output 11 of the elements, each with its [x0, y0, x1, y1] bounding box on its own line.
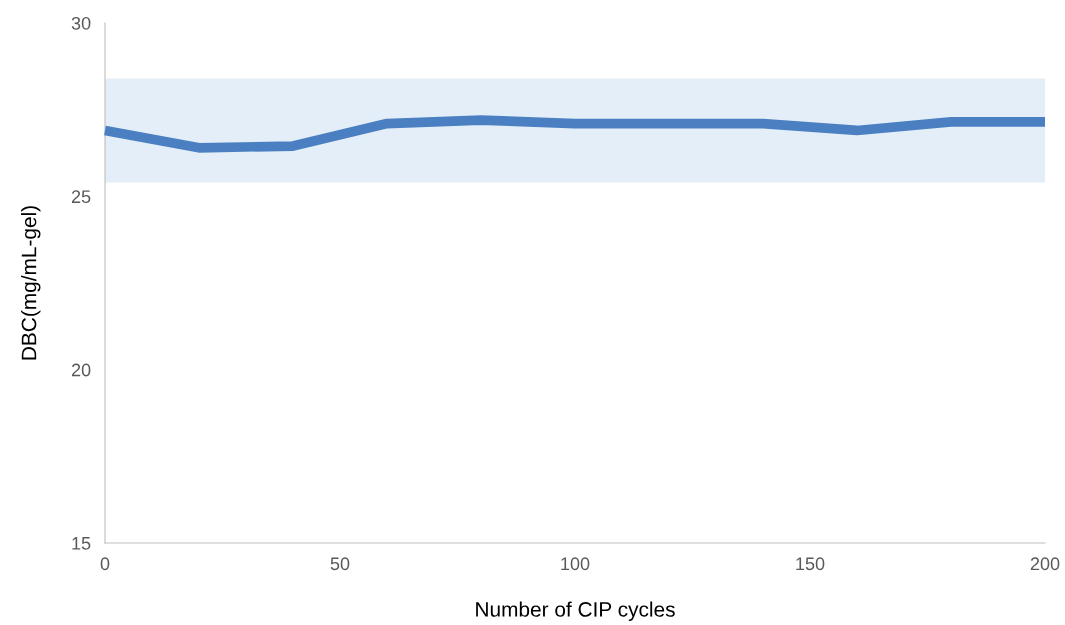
y-tick-label: 20 [71, 363, 91, 377]
x-tick-label: 200 [1030, 557, 1060, 571]
y-axis-title: DBC(mg/mL-gel) [21, 206, 41, 360]
y-tick-label: 15 [72, 537, 91, 550]
x-tick-label: 100 [561, 557, 590, 571]
x-tick-label: 50 [330, 557, 350, 571]
x-tick-label: 150 [796, 557, 825, 571]
x-axis-title: Number of CIP cycles [476, 601, 675, 621]
y-tick-label: 30 [71, 16, 91, 30]
y-tick-label: 25 [71, 190, 91, 204]
x-tick-label: 0 [100, 557, 110, 571]
